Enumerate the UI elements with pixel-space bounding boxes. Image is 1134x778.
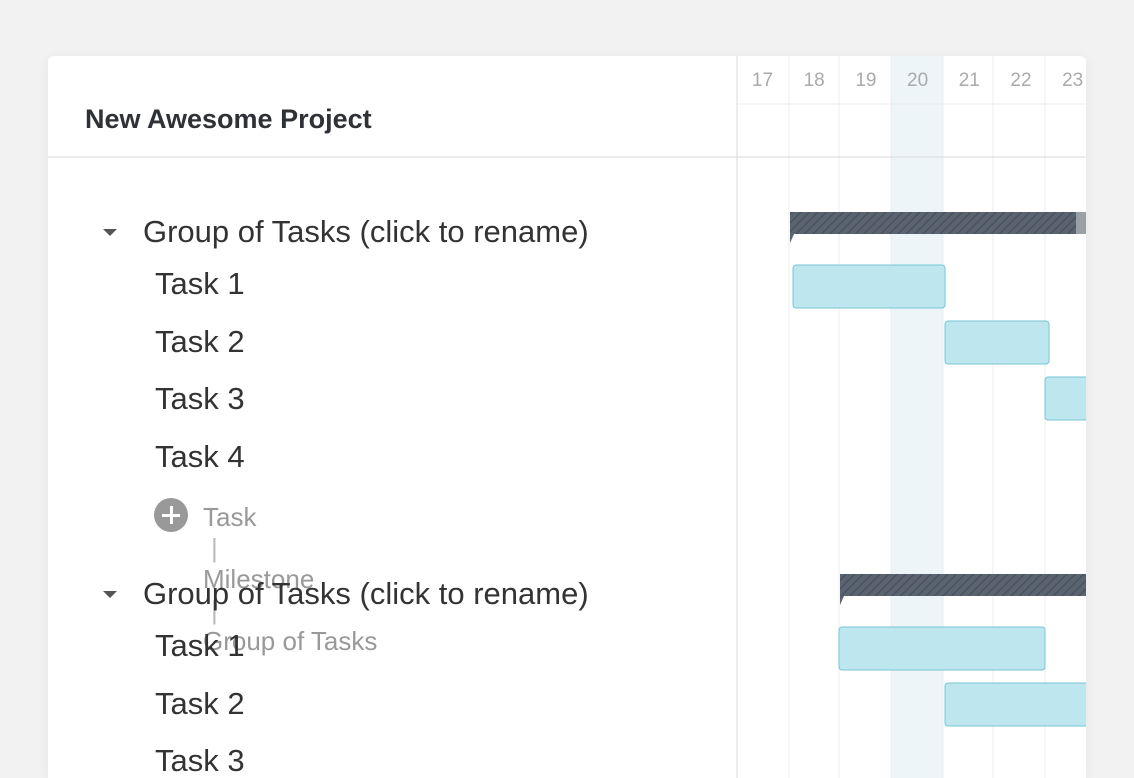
task-bar[interactable]: [944, 682, 1086, 727]
day-label: 22: [1010, 70, 1032, 91]
task-name[interactable]: Task 3: [155, 381, 245, 416]
add-option[interactable]: Milestone: [203, 564, 315, 594]
task-name[interactable]: Task 1: [155, 266, 245, 301]
day-label: 18: [803, 70, 825, 91]
task-name[interactable]: Task 1: [155, 628, 245, 663]
task-name[interactable]: Task 2: [155, 685, 245, 721]
group-bar-end: [1076, 212, 1086, 234]
group-bar[interactable]: [790, 212, 1086, 234]
group-bar-tick: [840, 596, 844, 605]
group-bar-tick: [790, 234, 794, 243]
day-label: 20: [907, 70, 929, 91]
collapse-toggle[interactable]: [103, 591, 117, 598]
task-bar[interactable]: [838, 626, 1046, 671]
timeline: [48, 56, 1086, 778]
add-option[interactable]: Task: [203, 502, 257, 532]
gantt-card: New Awesome Project 17 18 19 20 21 22 23 Group …: [48, 56, 1086, 778]
project-title: New Awesome Project: [85, 104, 372, 134]
task-bar[interactable]: [1044, 376, 1086, 421]
task-name[interactable]: Task 2: [155, 323, 245, 359]
collapse-toggle[interactable]: [103, 229, 117, 236]
separator: |: [211, 533, 218, 563]
day-label: 19: [855, 70, 877, 91]
add-row: Task | Milestone | Group of Tasks: [203, 502, 377, 657]
separator: |: [211, 595, 218, 625]
group-name[interactable]: Group of Tasks (click to rename): [143, 576, 589, 611]
group-bar[interactable]: [840, 574, 1086, 596]
day-label: 17: [751, 70, 774, 91]
group-name[interactable]: Group of Tasks (click to rename): [143, 214, 589, 249]
add-icon[interactable]: [154, 498, 188, 532]
task-name[interactable]: Task 4: [155, 438, 245, 474]
add-option[interactable]: Group of Tasks: [203, 626, 378, 656]
task-bar[interactable]: [792, 264, 946, 309]
task-name[interactable]: Task 3: [155, 743, 245, 778]
task-bar[interactable]: [944, 320, 1050, 365]
day-label: 21: [958, 70, 980, 91]
day-label: 23: [1062, 70, 1084, 91]
